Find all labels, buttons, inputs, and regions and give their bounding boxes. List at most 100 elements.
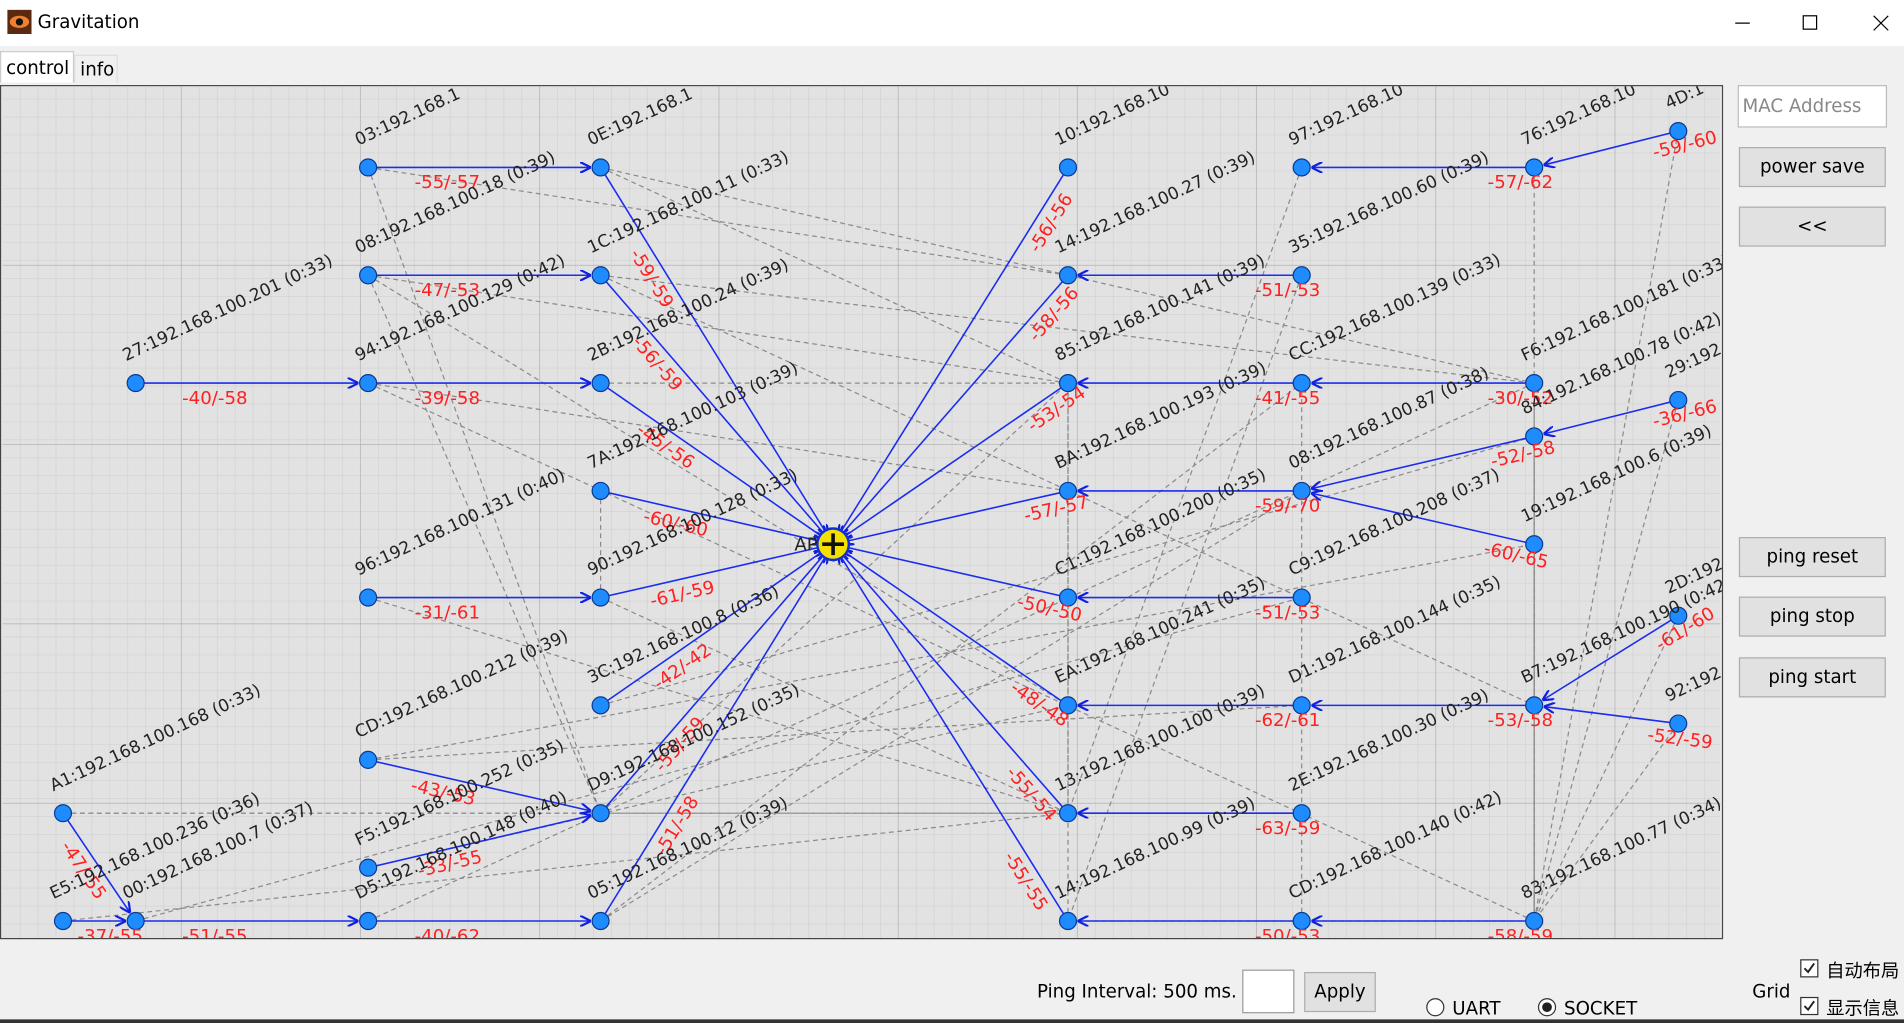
link-label: -37/-55 bbox=[78, 926, 143, 939]
link bbox=[1311, 493, 1535, 545]
link bbox=[367, 759, 591, 811]
link-label: -40/-58 bbox=[182, 388, 247, 409]
link-label: -47/-53 bbox=[415, 280, 480, 301]
node bbox=[1058, 588, 1078, 607]
radio[interactable] bbox=[1424, 996, 1446, 1018]
node bbox=[359, 750, 378, 769]
node bbox=[1058, 266, 1078, 285]
link bbox=[1544, 707, 1679, 725]
dashed-link bbox=[1533, 130, 1679, 922]
checkbox-label[interactable]: 显示信息 bbox=[1826, 997, 1900, 1020]
link bbox=[600, 550, 826, 707]
checkbox-label[interactable]: 自动布局 bbox=[1826, 959, 1900, 982]
node bbox=[1292, 481, 1311, 501]
dashed-link bbox=[600, 274, 1535, 706]
dashed-link bbox=[368, 704, 1302, 761]
link-label: -51/-53 bbox=[1255, 280, 1320, 301]
link-label: -51/-53 bbox=[1255, 602, 1320, 623]
dashed-link bbox=[600, 596, 1069, 814]
link bbox=[600, 546, 824, 599]
link bbox=[600, 552, 827, 814]
radio-label[interactable]: UART bbox=[1452, 997, 1501, 1020]
node bbox=[126, 374, 145, 393]
link bbox=[600, 382, 826, 539]
network-graph: -55/-57-47/-53-40/-58 -39/-58-31/-61-43/-… bbox=[0, 85, 1724, 940]
link bbox=[843, 546, 1069, 599]
ping-stop-button[interactable]: ping stop bbox=[1738, 596, 1886, 637]
radio-label[interactable]: SOCKET bbox=[1564, 997, 1638, 1020]
node bbox=[359, 588, 378, 607]
ap-icon bbox=[822, 533, 844, 556]
link bbox=[1544, 130, 1679, 165]
node bbox=[591, 158, 610, 177]
dashed-link bbox=[1067, 274, 1535, 384]
dashed-link bbox=[367, 274, 1069, 706]
node bbox=[359, 911, 378, 931]
window-title: Gravitation bbox=[37, 10, 140, 33]
tab[interactable]: info bbox=[74, 54, 118, 83]
node bbox=[1292, 911, 1311, 931]
dashed-link bbox=[62, 812, 1069, 922]
node bbox=[591, 588, 610, 607]
link bbox=[600, 490, 824, 542]
link bbox=[1311, 435, 1535, 488]
node bbox=[591, 696, 610, 715]
node bbox=[1058, 696, 1078, 715]
node bbox=[591, 374, 610, 393]
node bbox=[1292, 696, 1311, 715]
node bbox=[1525, 535, 1544, 554]
link-label: -59/-70 bbox=[1255, 496, 1320, 517]
grid-label: Grid bbox=[1752, 980, 1791, 1003]
link bbox=[599, 167, 828, 536]
dashed-link bbox=[367, 382, 1535, 922]
node bbox=[1058, 158, 1078, 177]
link-label: -30/-52 bbox=[1488, 388, 1553, 409]
node bbox=[359, 266, 378, 285]
link bbox=[838, 167, 1069, 536]
node bbox=[1058, 804, 1078, 823]
link-label: -58/-59 bbox=[1488, 926, 1553, 939]
dashed-link bbox=[1533, 399, 1679, 922]
dashed-link bbox=[368, 543, 1535, 761]
node bbox=[591, 481, 610, 501]
link bbox=[839, 552, 1069, 814]
link-label: -40/-62 bbox=[415, 926, 480, 939]
ping-interval-label: Ping Interval: 500 ms. bbox=[1037, 980, 1237, 1003]
node bbox=[1525, 696, 1544, 715]
checkbox[interactable] bbox=[1800, 996, 1821, 1017]
link-label: -55/-57 bbox=[415, 172, 480, 193]
dashed-link bbox=[1533, 723, 1679, 922]
radio[interactable] bbox=[1536, 996, 1558, 1018]
node bbox=[53, 804, 73, 823]
dashed-link bbox=[600, 274, 1535, 384]
node bbox=[1292, 588, 1311, 607]
link bbox=[839, 274, 1069, 537]
link bbox=[843, 490, 1069, 542]
node bbox=[1292, 804, 1311, 823]
node bbox=[1669, 606, 1688, 625]
ping-start-button[interactable]: ping start bbox=[1738, 657, 1886, 698]
ping-interval-input[interactable] bbox=[1242, 969, 1295, 1014]
window-controls[interactable] bbox=[1724, 0, 1904, 46]
apply-button[interactable]: Apply bbox=[1304, 972, 1376, 1013]
node bbox=[1669, 122, 1688, 141]
node bbox=[591, 911, 610, 931]
link-label: -62/-61 bbox=[1255, 710, 1320, 731]
node bbox=[359, 858, 378, 877]
dashed-link bbox=[600, 382, 1303, 922]
mac-address-input[interactable]: MAC Address bbox=[1737, 85, 1888, 128]
checkbox[interactable] bbox=[1800, 959, 1821, 980]
link-label: -51/-55 bbox=[182, 926, 247, 939]
link bbox=[62, 812, 130, 913]
link-label: -39/-58 bbox=[415, 388, 480, 409]
collapse-button[interactable]: << bbox=[1738, 206, 1886, 247]
power-save-button[interactable]: power save bbox=[1738, 147, 1886, 188]
ping-reset-button[interactable]: ping reset bbox=[1738, 537, 1886, 578]
link bbox=[367, 815, 591, 869]
node bbox=[591, 804, 610, 823]
node bbox=[53, 911, 73, 931]
tab[interactable]: control bbox=[0, 51, 75, 83]
dashed-link bbox=[367, 275, 602, 814]
node bbox=[1292, 158, 1311, 177]
node-label: AP bbox=[794, 534, 817, 555]
